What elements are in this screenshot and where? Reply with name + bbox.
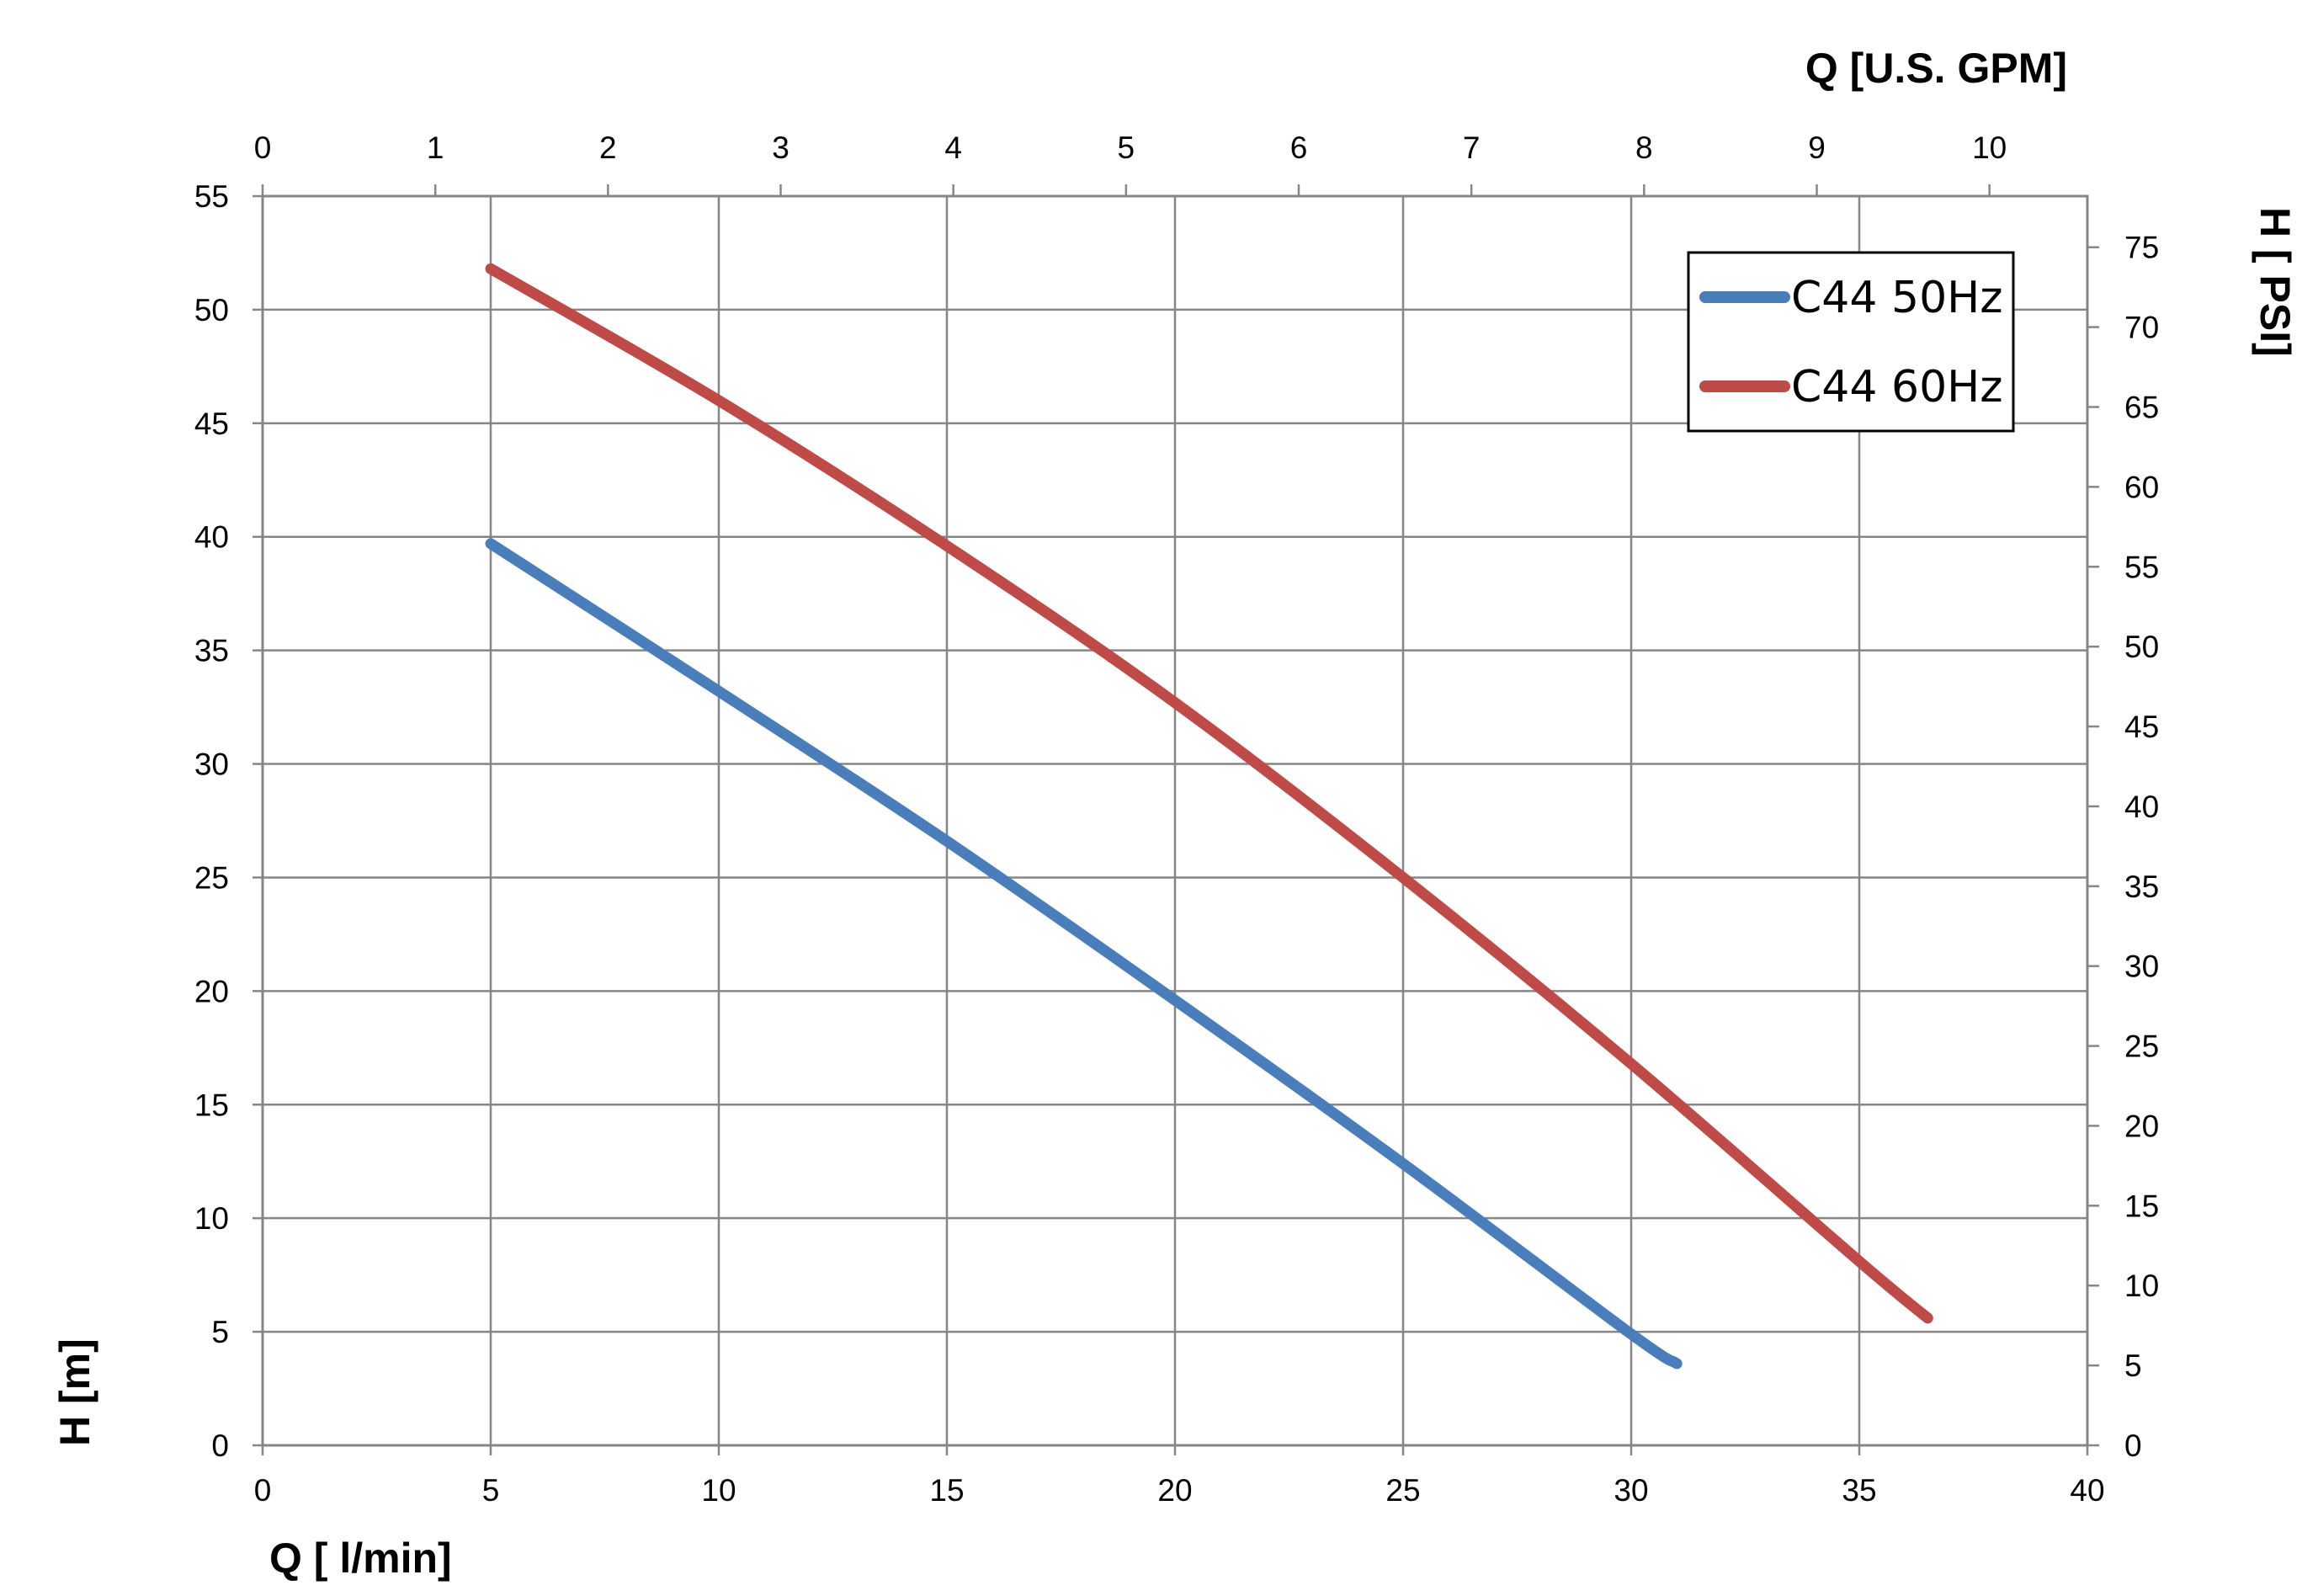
x2-tick-label: 0 — [254, 130, 272, 165]
grid-lines — [263, 196, 2087, 1445]
y2-tick-label: 50 — [2124, 630, 2159, 664]
x2-tick-label: 9 — [1808, 130, 1826, 165]
y-tick-label: 55 — [194, 179, 229, 214]
x-tick-label: 5 — [482, 1473, 500, 1508]
y2-tick-label: 25 — [2124, 1029, 2159, 1064]
series-lines — [485, 263, 1933, 1370]
x-tick-label: 20 — [1157, 1473, 1192, 1508]
x-axis-title: Q [ l/min] — [269, 1535, 452, 1582]
x-tick-label: 25 — [1385, 1473, 1420, 1508]
x2-tick-label: 5 — [1118, 130, 1135, 165]
x2-tick-label: 8 — [1635, 130, 1653, 165]
y-tick-label: 15 — [194, 1088, 229, 1122]
x-tick-label: 30 — [1614, 1473, 1648, 1508]
y-tick-label: 10 — [194, 1201, 229, 1236]
x-tick-label: 15 — [929, 1473, 964, 1508]
x-tick-label: 0 — [254, 1473, 272, 1508]
x-tick-label: 40 — [2070, 1473, 2104, 1508]
y-tick-label: 35 — [194, 634, 229, 668]
y2-axis-title: H [ PSI] — [2252, 207, 2299, 357]
x2-axis-title: Q [U.S. GPM] — [1805, 45, 2067, 92]
y2-tick-label: 10 — [2124, 1269, 2159, 1303]
legend-label-c44-50hz: C44 50Hz — [1791, 273, 2003, 323]
x-tick-label: 10 — [701, 1473, 736, 1508]
series-line-c44-60hz — [485, 263, 1933, 1324]
x2-tick-label: 6 — [1290, 130, 1308, 165]
y-tick-label: 20 — [194, 974, 229, 1008]
x-tick-label: 35 — [1842, 1473, 1876, 1508]
y2-tick-label: 40 — [2124, 790, 2159, 824]
x2-tick-label: 10 — [1972, 130, 2007, 165]
y2-tick-label: 0 — [2124, 1428, 2142, 1463]
x2-tick-label: 1 — [427, 130, 444, 165]
y2-tick-label: 70 — [2124, 311, 2159, 345]
plot-border — [261, 194, 2089, 1447]
x2-tick-label: 4 — [944, 130, 962, 165]
y-axis-title: H [m] — [51, 1338, 98, 1446]
legend-label-c44-60hz: C44 60Hz — [1791, 362, 2003, 412]
series-line-c44-50hz — [485, 538, 1683, 1370]
y2-tick-label: 55 — [2124, 550, 2159, 584]
y2-tick-label: 75 — [2124, 231, 2159, 265]
legend-box — [1687, 251, 2015, 433]
y2-tick-label: 15 — [2124, 1189, 2159, 1223]
x2-tick-label: 7 — [1463, 130, 1481, 165]
y2-tick-label: 5 — [2124, 1349, 2142, 1383]
legend: C44 50Hz C44 60Hz — [1687, 251, 2015, 433]
y2-tick-label: 30 — [2124, 950, 2159, 984]
y2-tick-label: 60 — [2124, 470, 2159, 504]
y-tick-label: 40 — [194, 520, 229, 555]
y-tick-label: 45 — [194, 407, 229, 441]
y2-tick-label: 35 — [2124, 870, 2159, 904]
y2-tick-label: 45 — [2124, 710, 2159, 744]
x2-tick-label: 2 — [599, 130, 617, 165]
y-tick-label: 30 — [194, 747, 229, 782]
y-tick-label: 50 — [194, 293, 229, 327]
axis-ticks — [253, 184, 2099, 1455]
y-tick-label: 5 — [211, 1315, 229, 1349]
y-tick-label: 25 — [194, 860, 229, 895]
y2-tick-label: 65 — [2124, 390, 2159, 424]
y2-tick-label: 20 — [2124, 1109, 2159, 1143]
y-tick-label: 0 — [211, 1428, 229, 1463]
x2-tick-label: 3 — [772, 130, 790, 165]
